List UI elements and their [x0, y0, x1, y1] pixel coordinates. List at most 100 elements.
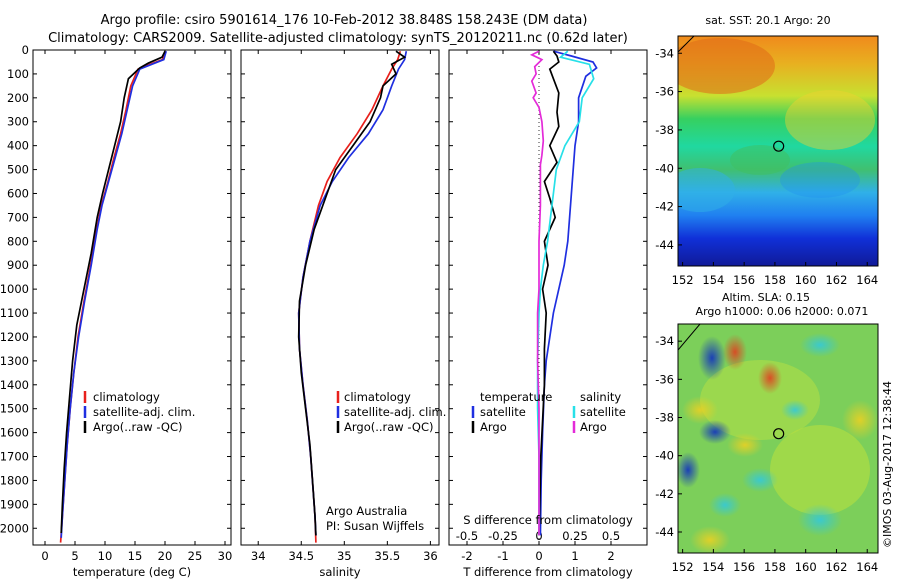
map-y-tick-label: -34: [655, 46, 674, 60]
x-tick-label: 20: [158, 549, 173, 563]
credit-timestamp: ©IMOS 03-Aug-2017 12:38:44: [881, 381, 894, 548]
x-tick-label: 30: [218, 549, 233, 563]
y-tick-label: 300: [7, 115, 29, 129]
y-tick-label: 1700: [0, 450, 29, 464]
y-tick-label: 500: [7, 163, 29, 177]
figure-title-line-2: Climatology: CARS2009. Satellite-adjuste…: [48, 31, 628, 46]
map-y-tick-label: -44: [655, 238, 674, 252]
legend-label-s-argo: Argo: [580, 420, 607, 434]
s-tick-label: -0.25: [488, 529, 518, 543]
map-y-tick-label: -40: [655, 449, 674, 463]
series-line-argo-raw-qc: [60, 50, 166, 534]
map-x-tick-label: 156: [733, 560, 755, 574]
y-tick-label: 1900: [0, 497, 29, 511]
legend-label-t-argo: Argo: [480, 420, 507, 434]
map-x-tick-label: 162: [825, 560, 847, 574]
map-x-tick-label: 162: [825, 273, 847, 287]
y-tick-label: 600: [7, 186, 29, 200]
map-x-tick-label: 160: [795, 273, 817, 287]
x-tick-label: 34.5: [288, 549, 314, 563]
x-tick-label: 34: [251, 549, 266, 563]
series-line-climatology: [59, 50, 166, 543]
map-y-tick-label: -38: [655, 123, 674, 137]
y-tick-label: 1200: [0, 330, 29, 344]
sst-map-panel: sat. SST: 20.1 Argo: 20 152 154 156 158 160 1…: [655, 14, 879, 287]
y-tick-label: 100: [7, 67, 29, 81]
map-y-tick-label: -40: [655, 161, 674, 175]
x-tick-label: 2: [607, 549, 614, 563]
series-line-satellite-temperature: [539, 50, 598, 536]
sla-heatmap: [678, 324, 878, 553]
salinity-panel: 34 34.5 35 35.5 36 salinity climatology sate…: [240, 49, 446, 579]
salinity-legend: climatology satellite-adj. clim. Argo(..…: [336, 390, 446, 434]
y-tick-label: 2000: [0, 521, 29, 535]
legend-label-climatology: climatology: [93, 390, 160, 404]
y-tick-label: 400: [7, 139, 29, 153]
y-tick-label: 1100: [0, 306, 29, 320]
s-tick-label: 0.5: [602, 529, 620, 543]
series-line-satellite-adj-clim: [297, 51, 408, 536]
map-x-tick-label: 164: [856, 560, 878, 574]
sla-map-title-line-1: Altim. SLA: 0.15: [722, 291, 810, 304]
x-tick-label: 35: [337, 549, 352, 563]
series-line-climatology: [297, 50, 402, 543]
x-tick-label: 25: [188, 549, 203, 563]
y-tick-label: 1300: [0, 354, 29, 368]
y-tick-label: 1800: [0, 473, 29, 487]
map-x-tick-label: 160: [795, 560, 817, 574]
temperature-legend: climatology satellite-adj. clim. Argo(..…: [83, 390, 195, 434]
sst-map-frame: [677, 35, 879, 267]
annotation-pi-name: PI: Susan Wijffels: [326, 519, 424, 533]
legend-heading-salinity: salinity: [580, 390, 621, 404]
sst-map-title: sat. SST: 20.1 Argo: 20: [705, 14, 830, 27]
y-tick-label: 1500: [0, 402, 29, 416]
series-line-satellite-salinity: [536, 50, 595, 536]
difference-axes-frame: [448, 49, 648, 546]
map-y-tick-label: -42: [655, 200, 674, 214]
map-x-tick-label: 154: [702, 273, 724, 287]
x-tick-label: 36: [423, 549, 438, 563]
sla-map-title-line-2: Argo h1000: 0.06 h2000: 0.071: [696, 305, 869, 318]
x-tick-label: 35.5: [375, 549, 401, 563]
x-tick-label: 0: [535, 549, 542, 563]
s-tick-label: 0.25: [562, 529, 588, 543]
legend-label-s-satellite: satellite: [580, 405, 626, 419]
sla-argo-position-marker: [773, 428, 785, 440]
x-tick-label: 0: [41, 549, 48, 563]
legend-label-argo: Argo(..raw -QC): [93, 420, 183, 434]
salinity-xlabel: salinity: [319, 565, 360, 579]
x-tick-label: 5: [71, 549, 78, 563]
y-tick-label: 1600: [0, 426, 29, 440]
map-x-tick-label: 154: [702, 560, 724, 574]
difference-panel: -2 -1 0 1 2 -0.5 -0.25 0 0.25 0.5 S difference fr…: [448, 49, 648, 579]
legend-heading-temperature: temperature: [480, 390, 552, 404]
legend-label-satellite-adj: satellite-adj. clim.: [344, 405, 446, 419]
map-y-tick-label: -44: [655, 525, 674, 539]
t-difference-xlabel: T difference from climatology: [462, 565, 633, 579]
temperature-axes-frame: [32, 49, 232, 546]
temperature-panel: 0100200300400500600700800900100011001200…: [0, 43, 232, 579]
sst-argo-position-marker: [773, 140, 785, 152]
difference-legend: temperature satellite Argo salinity sate…: [471, 390, 626, 434]
series-line-argo-raw-qc: [297, 50, 407, 536]
series-line-argo-salinity: [529, 50, 545, 536]
legend-label-argo: Argo(..raw -QC): [344, 420, 434, 434]
s-tick-label: -0.5: [456, 529, 478, 543]
x-tick-label: 10: [98, 549, 113, 563]
sst-heatmap: [678, 36, 878, 266]
map-y-tick-label: -36: [655, 85, 674, 99]
s-tick-label: 0: [535, 529, 542, 543]
map-x-tick-label: 156: [733, 273, 755, 287]
map-x-tick-label: 152: [672, 273, 694, 287]
map-y-tick-label: -42: [655, 487, 674, 501]
map-y-tick-label: -34: [655, 334, 674, 348]
s-difference-xlabel: S difference from climatology: [463, 513, 633, 527]
y-tick-label: 700: [7, 210, 29, 224]
y-tick-label: 800: [7, 234, 29, 248]
sla-map-panel: Altim. SLA: 0.15 Argo h1000: 0.06 h2000:…: [655, 291, 879, 574]
map-y-tick-label: -38: [655, 411, 674, 425]
temperature-xlabel: temperature (deg C): [73, 565, 191, 579]
y-tick-label: 0: [22, 43, 29, 57]
figure-title-line-1: Argo profile: csiro 5901614_176 10-Feb-2…: [101, 13, 588, 28]
